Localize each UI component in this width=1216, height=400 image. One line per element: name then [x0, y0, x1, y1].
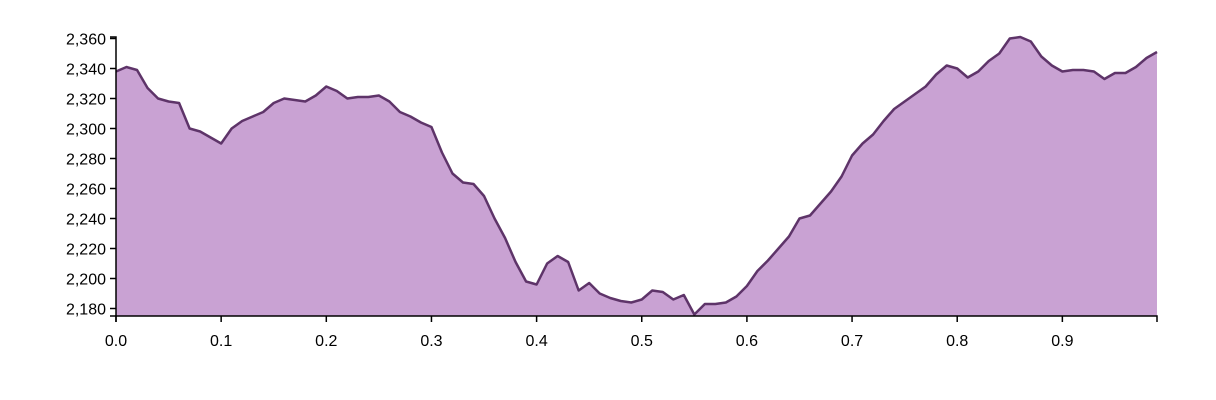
x-tick-label: 0.5 [631, 333, 653, 350]
y-axis-line [110, 36, 117, 317]
area-line [115, 35, 1158, 316]
y-tick-label: 2,300 [66, 122, 106, 139]
x-axis-line [115, 315, 1158, 322]
x-tick-label: 0.8 [946, 333, 968, 350]
x-tick-label: 0.3 [420, 333, 442, 350]
y-tick-label: 2,180 [66, 302, 106, 319]
y-tick-label: 2,320 [66, 92, 106, 109]
area-fill [116, 37, 1157, 316]
x-tick-label: 0.9 [1051, 333, 1073, 350]
y-tick-label: 2,280 [66, 152, 106, 169]
x-tick-label: 0.2 [315, 333, 337, 350]
y-tick-label: 2,240 [66, 212, 106, 229]
x-tick-label: 0.4 [525, 333, 547, 350]
y-tick-label: 2,200 [66, 272, 106, 289]
x-tick-label: 0.0 [105, 333, 127, 350]
y-tick-label: 2,260 [66, 182, 106, 199]
x-tick-label: 0.6 [736, 333, 758, 350]
y-tick-label: 2,220 [66, 242, 106, 259]
x-tick-label: 0.7 [841, 333, 863, 350]
x-tick-label: 0.1 [210, 333, 232, 350]
y-tick-label: 2,360 [66, 32, 106, 49]
y-tick-label: 2,340 [66, 62, 106, 79]
